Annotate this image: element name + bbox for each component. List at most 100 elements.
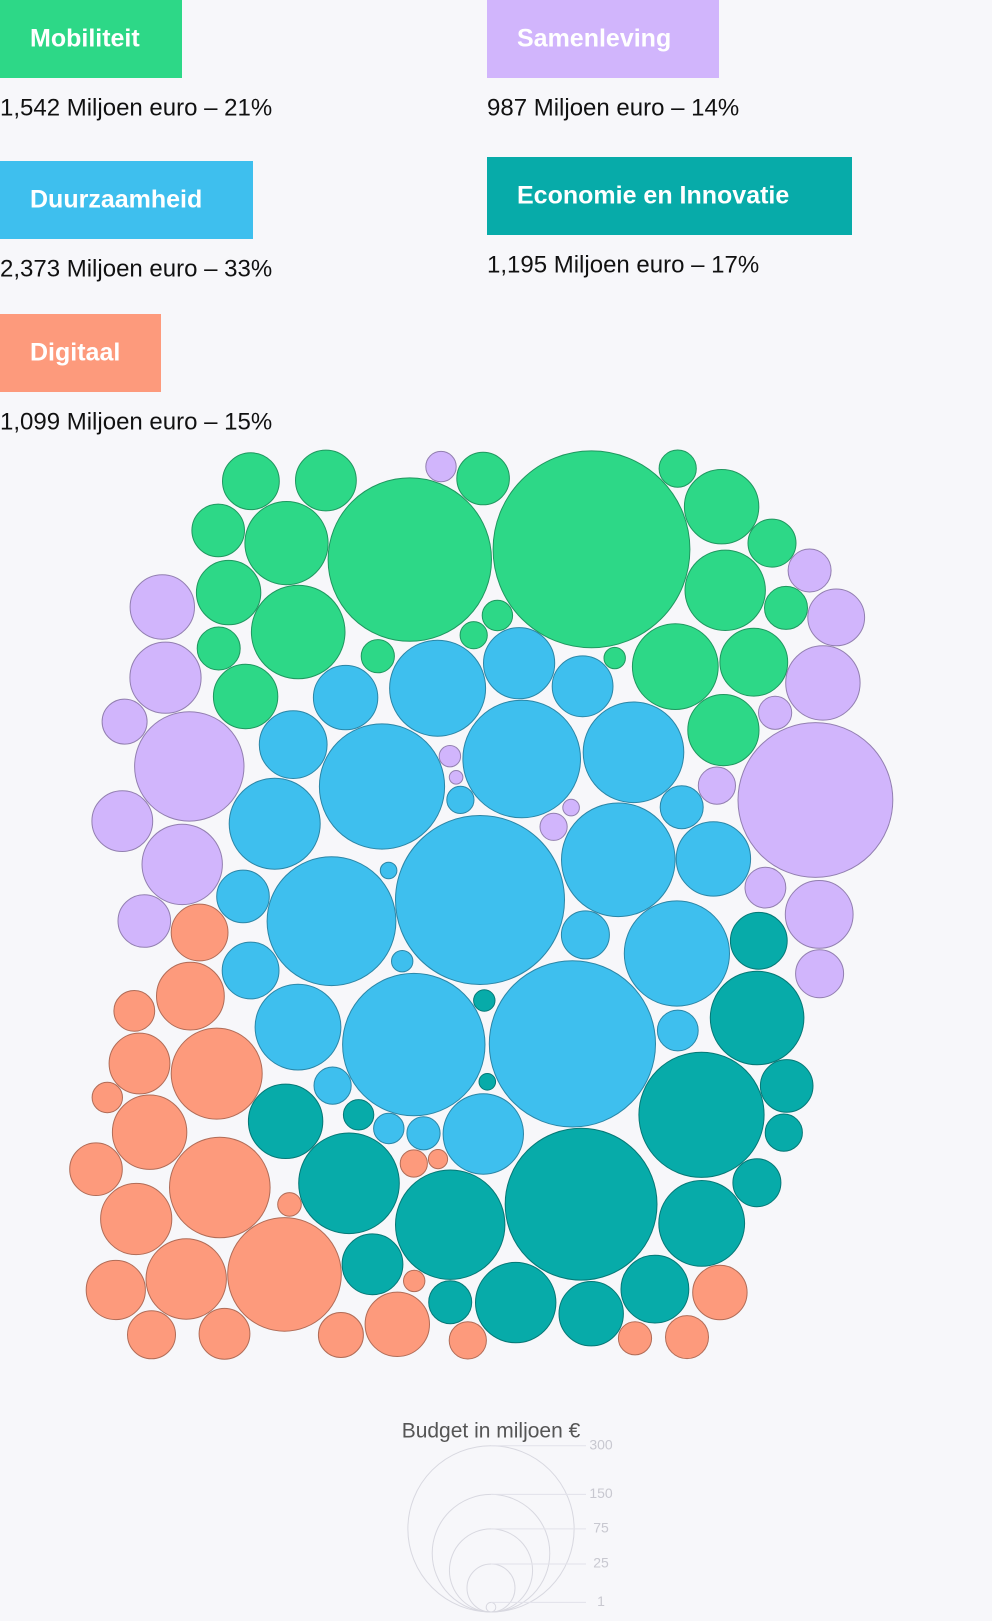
bubble [403,1269,426,1293]
bubble [446,785,475,815]
bubble [117,894,172,948]
bubble [191,503,245,558]
bubble [69,1142,123,1196]
bubble [250,584,346,680]
bubble [111,1094,188,1170]
bubble [732,1158,782,1208]
bubble [395,815,565,985]
bubbles [69,449,894,1360]
category-box [0,0,182,78]
bubble [729,911,788,970]
bubble [659,785,704,830]
bubble [389,639,487,737]
bubble [562,798,580,817]
bubble [425,450,457,483]
bubble [617,1321,653,1356]
category-box [487,157,852,235]
category-name: Samenleving [517,25,671,53]
category-total: 2,373 Miljoen euro – 33% [0,255,272,282]
bubble [254,983,342,1071]
bubble [561,802,676,918]
bubble [462,699,582,819]
bubble [428,1280,473,1325]
bubble [492,450,691,649]
bubble [787,548,832,593]
category-name: Mobiliteit [30,25,140,53]
bubble [684,549,766,631]
bubble [560,910,610,960]
bubble [785,645,861,721]
bubble [364,1291,430,1358]
bubble [784,880,854,949]
bubble [312,664,379,731]
bubble [582,701,685,804]
bubble [247,1083,324,1160]
bubble [539,812,568,841]
bubble [91,790,154,852]
bubble [406,1116,441,1151]
bubble [295,449,357,512]
bubble [764,1113,803,1152]
bubble [395,1169,506,1280]
bubble [692,1264,748,1321]
bubble [603,646,626,670]
bubble [558,1281,624,1347]
bubble [504,1127,658,1281]
bubble [687,694,760,767]
bubble [298,1132,400,1235]
bubble [448,770,464,785]
bubble [170,1027,263,1120]
bubble [438,745,462,768]
bubble [807,588,866,647]
bubble [360,639,395,674]
bubble [399,1149,428,1178]
bubble [620,1254,690,1324]
bubble [134,711,245,822]
bubble [459,621,488,650]
bubble [108,1032,171,1095]
bubble [764,585,808,630]
bubble [91,1081,124,1114]
bubble [482,627,556,700]
category-total: 1,542 Miljoen euro – 21% [0,94,272,121]
bubble [658,449,697,488]
bubble [719,627,789,697]
bubble [747,518,797,568]
bubble [141,823,223,906]
bubble [638,1051,765,1178]
category-box [0,161,253,239]
bubble [481,599,514,632]
bubble [744,866,787,909]
category-name: Duurzaamheid [30,186,202,214]
legend-circle [485,1601,497,1613]
bubble [665,1315,709,1360]
bubble [129,574,196,640]
bubble [127,1310,176,1360]
legend-title: Budget in miljoen € [402,1420,581,1443]
bubble [631,623,719,710]
bubble [244,500,329,586]
category-box [487,0,719,78]
bubble [227,1217,342,1332]
bubble [195,559,262,626]
bubble [313,1066,352,1105]
bubble [221,941,280,1000]
bubble [228,777,321,870]
bubble [156,961,225,1031]
category-total: 1,195 Miljoen euro – 17% [487,251,759,278]
bubble [759,1059,814,1113]
bubble [327,477,492,642]
bubble [683,469,760,545]
bubble [391,950,414,973]
bubble [101,698,148,745]
bubble [318,723,446,850]
legend-label: 75 [593,1520,609,1536]
bubble [169,1136,271,1239]
bubble [551,655,614,718]
legend-circle [431,1493,551,1613]
bubble [277,1192,302,1217]
bubble [198,1307,251,1360]
category-total: 987 Miljoen euro – 14% [487,94,739,121]
bubble [129,641,202,714]
